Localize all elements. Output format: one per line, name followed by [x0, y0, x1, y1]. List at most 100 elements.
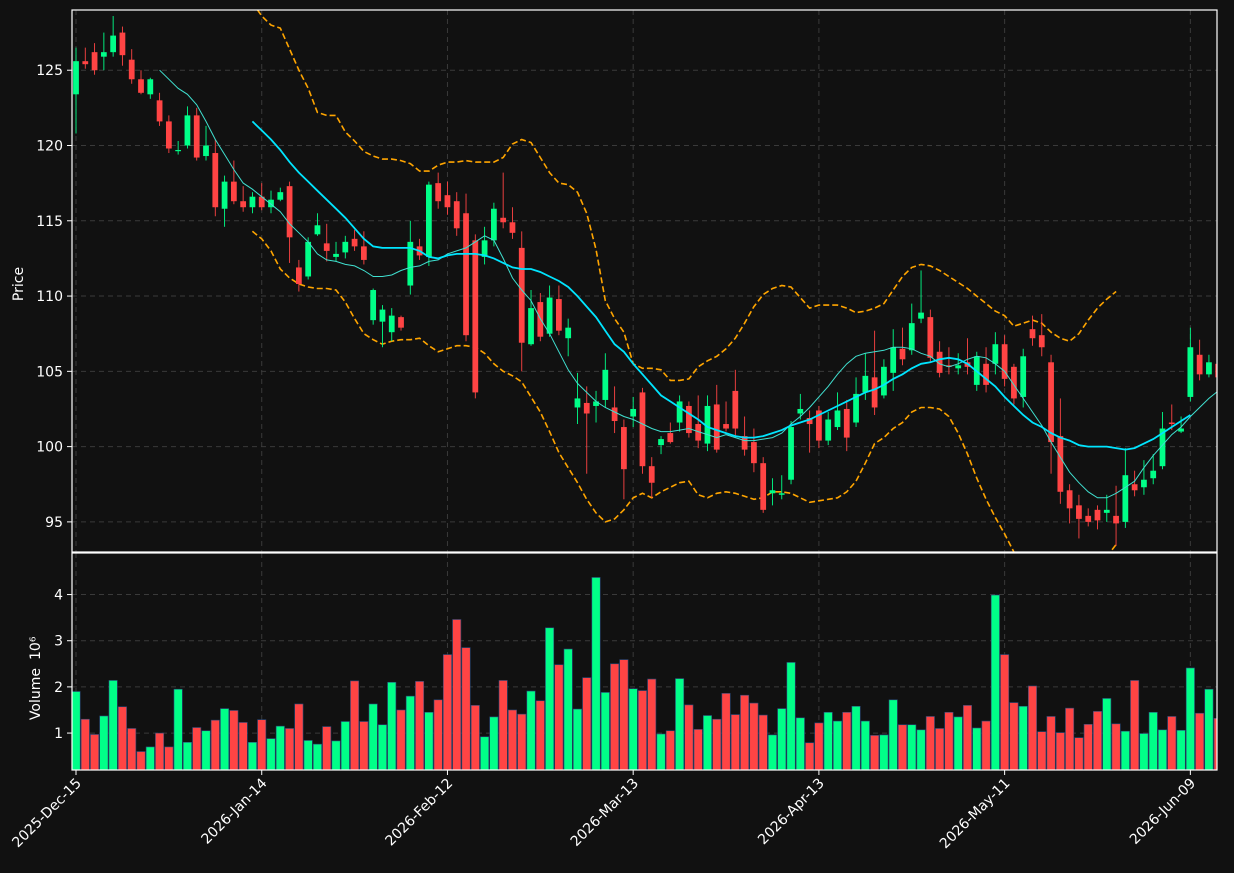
- volume-tick-label: 1: [54, 726, 63, 742]
- volume-bar: [990, 594, 1000, 770]
- candle-body: [862, 375, 869, 393]
- candle-body: [992, 344, 999, 364]
- candle-body: [518, 247, 525, 343]
- candle-body: [1038, 335, 1045, 348]
- volume-bar: [275, 725, 285, 770]
- candle-body: [240, 201, 247, 208]
- candle-body: [760, 463, 767, 510]
- candle-body: [351, 238, 358, 247]
- candle-body: [342, 241, 349, 253]
- volume-bar: [415, 681, 425, 770]
- candle-body: [593, 401, 599, 406]
- fast-moving-average-line: [159, 69, 1217, 499]
- volume-bar: [740, 694, 750, 770]
- volume-tick-label: 3: [54, 634, 63, 650]
- volume-bar: [981, 720, 991, 770]
- price-tick-label: 125: [36, 63, 63, 79]
- volume-bar: [155, 732, 165, 770]
- candle-body: [100, 52, 107, 57]
- candle-body: [843, 408, 850, 438]
- candle-body: [1113, 515, 1119, 524]
- volume-bar: [359, 721, 369, 770]
- candle-body: [453, 201, 460, 229]
- volume-bar: [517, 713, 527, 770]
- candle-body: [360, 246, 367, 260]
- candle-body: [881, 366, 887, 396]
- price-tick-label: 105: [36, 364, 63, 380]
- candle-body: [175, 150, 182, 152]
- candle-body: [769, 490, 776, 494]
- volume-bar: [257, 719, 267, 770]
- candle-body: [1011, 366, 1017, 399]
- volume-bar: [730, 714, 740, 770]
- volume-bar: [526, 690, 536, 770]
- candle-body: [509, 222, 516, 233]
- volume-bar: [1158, 729, 1167, 770]
- volume-bar: [712, 718, 722, 770]
- volume-bar: [935, 728, 945, 770]
- volume-bar: [665, 730, 675, 770]
- volume-bar: [879, 734, 889, 770]
- volume-bar: [647, 678, 657, 770]
- volume-bar: [127, 728, 137, 770]
- volume-bar: [340, 721, 350, 770]
- candle-body: [1168, 422, 1175, 425]
- candle-body: [732, 390, 739, 429]
- candle-body: [788, 427, 794, 480]
- volume-bar: [285, 728, 295, 770]
- volume-bar: [1037, 731, 1047, 770]
- volume-bar: [173, 688, 183, 770]
- volume-bar: [442, 654, 452, 770]
- volume-bar: [1148, 711, 1158, 770]
- candle-body: [658, 439, 664, 446]
- price-tick-label: 115: [36, 214, 63, 230]
- volume-bar: [563, 648, 573, 770]
- candle-body: [1131, 484, 1138, 491]
- volume-bar: [925, 716, 935, 770]
- candle-body: [128, 59, 135, 80]
- candle-body: [890, 347, 897, 373]
- volume-bar: [1093, 711, 1102, 770]
- candle-body: [388, 315, 395, 333]
- candle-body: [528, 308, 534, 345]
- volume-bar: [888, 699, 898, 770]
- lower-band-line: [251, 230, 1117, 552]
- candle-body: [82, 61, 89, 65]
- candle-body: [918, 312, 924, 319]
- volume-bar: [814, 722, 824, 770]
- volume-bar: [637, 690, 647, 770]
- candle-body: [983, 363, 989, 385]
- volume-tick-label: 2: [54, 680, 63, 696]
- candle-body: [686, 405, 692, 434]
- candle-body: [119, 32, 126, 56]
- candle-body: [1094, 509, 1101, 521]
- candle-body: [639, 392, 646, 467]
- volume-bar: [507, 709, 517, 770]
- candle-body: [936, 351, 943, 373]
- volume-bar: [1000, 654, 1010, 770]
- candle-body: [156, 100, 163, 122]
- candle-body: [741, 436, 748, 450]
- volume-bar: [192, 727, 202, 770]
- volume-bar: [80, 718, 90, 770]
- candle-body: [583, 402, 590, 414]
- volume-bar: [1195, 712, 1205, 770]
- candle-body: [602, 369, 609, 400]
- volume-bar: [1130, 680, 1140, 770]
- volume-bar: [452, 619, 462, 770]
- candle-body: [816, 410, 822, 441]
- candle-body: [1020, 356, 1027, 397]
- volume-bar: [164, 746, 174, 770]
- candle-body: [723, 424, 729, 429]
- volume-bar: [702, 715, 712, 770]
- candle-body: [648, 466, 655, 483]
- candle-body: [1001, 344, 1008, 379]
- volume-bar: [610, 663, 620, 770]
- candle-body: [630, 408, 637, 417]
- price-tick-label: 120: [36, 139, 63, 155]
- volume-bar: [405, 695, 415, 770]
- price-tick-label: 100: [36, 440, 63, 456]
- candle-body: [871, 377, 878, 408]
- candle-body: [853, 393, 859, 423]
